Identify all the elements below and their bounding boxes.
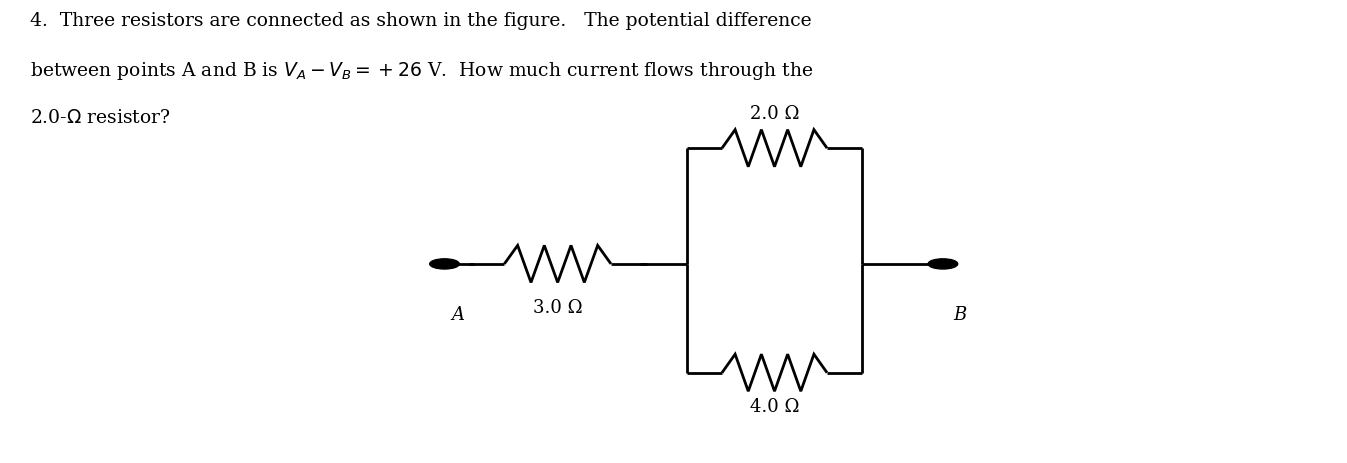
- Text: 2.0-$\Omega$ resistor?: 2.0-$\Omega$ resistor?: [30, 109, 170, 127]
- Text: 3.0 Ω: 3.0 Ω: [533, 299, 582, 317]
- Text: 4.  Three resistors are connected as shown in the figure.   The potential differ: 4. Three resistors are connected as show…: [30, 12, 811, 30]
- Text: between points A and B is $V_A - V_B = +26$ V.  How much current flows through t: between points A and B is $V_A - V_B = +…: [30, 60, 812, 82]
- Text: A: A: [451, 306, 465, 324]
- Circle shape: [928, 259, 958, 269]
- Text: 4.0 Ω: 4.0 Ω: [750, 398, 799, 416]
- Circle shape: [430, 259, 459, 269]
- Text: 2.0 Ω: 2.0 Ω: [750, 105, 799, 123]
- Text: B: B: [954, 306, 967, 324]
